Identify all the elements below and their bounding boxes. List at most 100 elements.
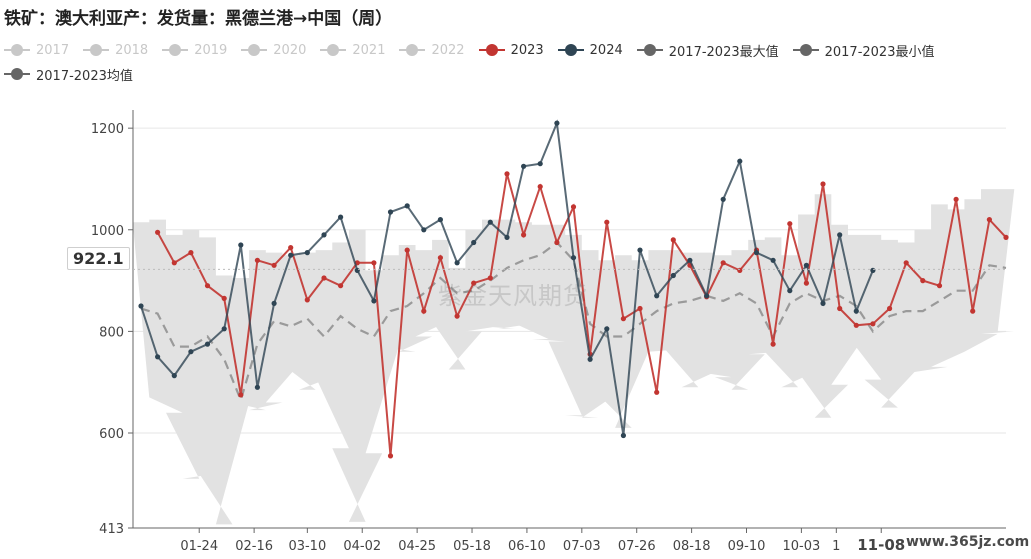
data-point-2023 xyxy=(1003,234,1009,240)
data-point-2024 xyxy=(404,203,410,209)
legend-swatch-icon xyxy=(4,44,30,56)
legend-item-2017[interactable]: 2017 xyxy=(4,38,69,62)
watermark: 紫金天风期货 xyxy=(438,282,588,310)
x-tick-label: 06-10 xyxy=(508,539,546,554)
legend-item-2019[interactable]: 2019 xyxy=(162,38,227,62)
data-point-2024 xyxy=(587,356,593,362)
data-point-2024 xyxy=(171,373,177,379)
axes: 413 600 800 1000 1200 01-24 02-16 03-10 04-02 04-… xyxy=(91,110,1006,554)
legend-label: 2017-2023最小值 xyxy=(824,44,935,60)
data-point-2024 xyxy=(720,196,726,202)
legend-swatch-icon xyxy=(162,44,189,56)
data-point-2023 xyxy=(853,322,859,328)
data-point-2023 xyxy=(204,283,211,289)
data-point-2024 xyxy=(371,298,377,304)
data-point-2024 xyxy=(271,300,277,306)
legend-swatch-icon xyxy=(83,44,110,56)
series-line-2017-2023-avg xyxy=(140,241,1007,404)
x-tick-label: 1 xyxy=(832,539,840,554)
data-point-2023 xyxy=(221,295,227,301)
max-min-band xyxy=(132,189,1015,525)
legend-label: 2017 xyxy=(36,42,70,58)
data-point-2023 xyxy=(720,260,726,266)
x-tick-label: 05-18 xyxy=(453,539,491,554)
legend-swatch-icon xyxy=(792,44,819,56)
legend-swatch-icon xyxy=(478,44,505,56)
site-label: www.365jz.com xyxy=(906,534,1030,550)
x-tick-label: 09-10 xyxy=(728,539,766,554)
data-point-2023 xyxy=(155,229,161,235)
legend-label: 2017-2023均值 xyxy=(36,68,133,84)
data-point-2023 xyxy=(188,250,194,256)
data-point-2024 xyxy=(304,250,310,256)
data-point-2024 xyxy=(254,384,260,390)
series-band-2017-2023 xyxy=(132,189,1015,525)
data-point-2023 xyxy=(637,305,643,312)
data-point-2023 xyxy=(820,181,826,187)
data-point-2023 xyxy=(936,283,943,289)
data-point-2024 xyxy=(654,293,660,299)
legend-item-2017-2023最大值[interactable]: 2017-2023最大值 xyxy=(636,38,779,62)
data-point-2024 xyxy=(471,239,477,246)
data-point-2024 xyxy=(637,247,643,253)
data-point-2023 xyxy=(986,217,993,223)
legend-swatch-icon xyxy=(636,44,663,56)
legend-swatch-icon xyxy=(557,44,584,56)
legend-item-2023[interactable]: 2023 xyxy=(478,38,544,62)
data-point-2023 xyxy=(554,239,560,246)
data-point-2023 xyxy=(787,221,793,227)
data-point-2024 xyxy=(354,267,360,273)
data-point-2024 xyxy=(521,163,527,169)
data-point-2024 xyxy=(504,234,510,240)
data-point-2023 xyxy=(437,255,443,261)
data-point-2023 xyxy=(970,308,976,314)
legend-item-2021[interactable]: 2021 xyxy=(320,38,385,62)
data-point-2024 xyxy=(288,252,294,258)
data-point-2023 xyxy=(304,297,310,303)
x-tick-label: 11-08 xyxy=(857,536,905,554)
data-point-2023 xyxy=(404,247,410,253)
legend-label: 2024 xyxy=(589,42,623,58)
data-point-2024 xyxy=(238,242,244,248)
legend-item-2018[interactable]: 2018 xyxy=(83,38,148,62)
y-axis-pointer-label: 922.1 xyxy=(67,247,130,270)
data-point-2024 xyxy=(437,217,443,223)
legend-label: 2019 xyxy=(194,42,228,58)
data-point-2023 xyxy=(171,260,177,266)
legend-label: 2018 xyxy=(115,42,149,58)
x-tick-label: 02-16 xyxy=(235,539,273,554)
data-point-2024 xyxy=(138,303,144,309)
legend-item-2017-2023均值[interactable]: 2017-2023均值 xyxy=(4,62,133,86)
data-point-2024 xyxy=(188,349,194,355)
x-tick-label: 07-26 xyxy=(618,539,656,554)
data-point-2024 xyxy=(787,288,793,294)
data-point-2024 xyxy=(421,227,427,233)
legend-item-2020[interactable]: 2020 xyxy=(241,38,306,62)
data-point-2023 xyxy=(471,280,477,286)
data-point-2024 xyxy=(554,120,560,126)
data-point-2023 xyxy=(504,171,510,177)
data-point-2023 xyxy=(920,278,926,284)
data-point-2024 xyxy=(570,255,577,261)
data-point-2023 xyxy=(238,392,244,398)
legend-item-2022[interactable]: 2022 xyxy=(399,38,465,62)
data-point-2024 xyxy=(620,432,627,439)
data-point-2024 xyxy=(820,300,826,306)
legend-item-2017-2023最小值[interactable]: 2017-2023最小值 xyxy=(792,38,935,62)
series-layer xyxy=(138,119,1009,459)
chart-title: 铁矿：澳大利亚产：发货量：黑德兰港→中国（周） xyxy=(4,9,393,29)
x-tick-label: 03-10 xyxy=(288,539,326,554)
legend-item-2024[interactable]: 2024 xyxy=(557,38,623,62)
data-point-2023 xyxy=(903,260,909,266)
data-point-2023 xyxy=(454,313,460,319)
data-point-2023 xyxy=(887,305,893,312)
x-tick-label: 07-03 xyxy=(563,539,601,554)
data-point-2024 xyxy=(870,267,876,273)
data-point-2024 xyxy=(537,161,543,167)
chart-legend: 2017 2018 2019 2020 2021 2022 2023 2024 2017-202… xyxy=(4,38,1024,86)
data-point-2024 xyxy=(687,257,693,263)
data-point-2023 xyxy=(387,453,394,459)
data-point-2024 xyxy=(338,214,344,220)
data-point-2023 xyxy=(421,308,427,314)
data-point-2024 xyxy=(753,250,760,256)
